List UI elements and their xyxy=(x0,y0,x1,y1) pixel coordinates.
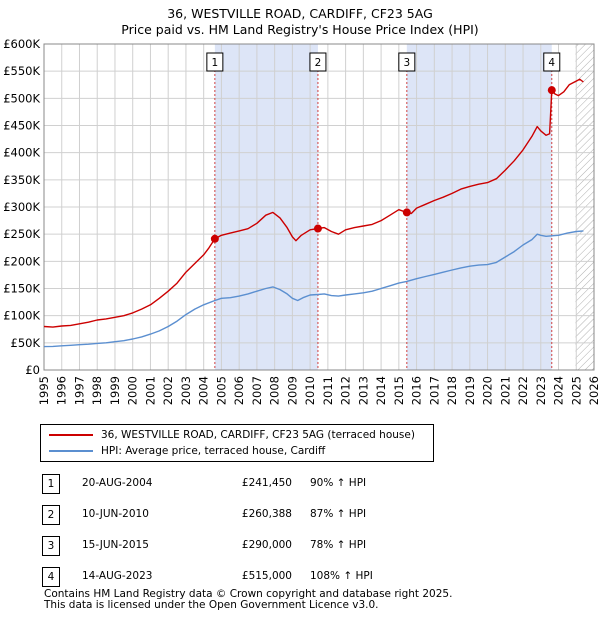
x-tick-label: 1995 xyxy=(37,376,51,405)
x-tick-label: 1996 xyxy=(55,376,69,405)
hpi-line xyxy=(43,230,584,348)
x-tick-label: 2019 xyxy=(463,376,477,405)
x-tick-label: 2005 xyxy=(214,376,228,405)
footer-licence: This data is licensed under the Open Gov… xyxy=(44,599,379,611)
sale-row-1: 1 20-AUG-2004 £241,450 90% ↑ HPI xyxy=(42,474,462,494)
sale-date: 14-AUG-2023 xyxy=(82,570,153,582)
sale-price: £260,388 xyxy=(241,508,292,520)
y-tick-label: £350K xyxy=(3,173,40,187)
x-tick-label: 2002 xyxy=(161,376,175,405)
y-tick-label: £150K xyxy=(3,282,40,296)
legend-label-property: 36, WESTVILLE ROAD, CARDIFF, CF23 5AG (t… xyxy=(101,429,415,441)
y-tick-label: £600K xyxy=(3,37,40,51)
sale-hpi-change: 108% ↑ HPI xyxy=(310,570,373,582)
sale-marker-label: 4 xyxy=(548,57,555,69)
chart-subtitle: Price paid vs. HM Land Registry's House … xyxy=(121,22,479,37)
y-tick-label: £250K xyxy=(3,227,40,241)
x-tick-label: 2020 xyxy=(481,376,495,405)
sale-price: £290,000 xyxy=(241,539,292,551)
sale-marker-label: 3 xyxy=(403,57,410,69)
sale-row-4: 4 14-AUG-2023 £515,000 108% ↑ HPI xyxy=(42,567,462,587)
x-tick-label: 2017 xyxy=(427,376,441,405)
x-tick-label: 1997 xyxy=(72,376,86,405)
sale-date: 15-JUN-2015 xyxy=(82,539,149,551)
x-tick-label: 2013 xyxy=(356,376,370,405)
x-tick-label: 2024 xyxy=(552,376,566,405)
sale-hpi-change: 87% ↑ HPI xyxy=(310,508,367,520)
sale-hpi-change: 78% ↑ HPI xyxy=(310,539,367,551)
sale-marker-box xyxy=(309,52,327,72)
sale-point xyxy=(402,208,411,217)
x-tick-label: 2018 xyxy=(445,376,459,405)
sale-price: £515,000 xyxy=(241,570,292,582)
x-tick-label: 2000 xyxy=(126,376,140,405)
chart-title: 36, WESTVILLE ROAD, CARDIFF, CF23 5AG xyxy=(167,6,433,21)
x-tick-label: 2025 xyxy=(569,376,583,405)
legend-item-property: 36, WESTVILLE ROAD, CARDIFF, CF23 5AG (t… xyxy=(49,427,415,443)
sale-price: £241,450 xyxy=(241,477,292,489)
y-tick-label: £450K xyxy=(3,119,40,133)
x-tick-label: 2021 xyxy=(498,376,512,405)
x-tick-label: 2010 xyxy=(303,376,317,405)
x-tick-label: 1999 xyxy=(108,376,122,405)
x-tick-label: 2016 xyxy=(410,376,424,405)
x-tick-label: 2003 xyxy=(179,376,193,405)
x-tick-label: 2009 xyxy=(285,376,299,405)
y-tick-label: £550K xyxy=(3,64,40,78)
sale-row-2: 2 10-JUN-2010 £260,388 87% ↑ HPI xyxy=(42,505,462,525)
sale-number: 2 xyxy=(42,505,60,525)
sale-hpi-change: 90% ↑ HPI xyxy=(310,477,367,489)
sale-point xyxy=(210,234,219,243)
sale-date: 20-AUG-2004 xyxy=(82,477,153,489)
x-tick-label: 1998 xyxy=(90,376,104,405)
x-tick-label: 2012 xyxy=(339,376,353,405)
footer-attribution: Contains HM Land Registry data © Crown c… xyxy=(44,589,452,611)
legend-item-hpi: HPI: Average price, terraced house, Card… xyxy=(49,443,325,459)
plot-border xyxy=(43,43,595,371)
footer-copyright: Contains HM Land Registry data © Crown c… xyxy=(44,588,453,600)
sale-point xyxy=(547,86,556,95)
y-tick-label: £500K xyxy=(3,91,40,105)
legend-swatch-property xyxy=(49,434,93,436)
y-tick-label: £200K xyxy=(3,254,40,268)
x-tick-label: 2022 xyxy=(516,376,530,405)
x-tick-label: 2004 xyxy=(197,376,211,405)
y-tick-label: £400K xyxy=(3,146,40,160)
legend-label-hpi: HPI: Average price, terraced house, Card… xyxy=(101,445,326,457)
sale-point xyxy=(313,224,322,233)
x-tick-label: 2026 xyxy=(587,376,600,405)
sale-marker-box xyxy=(398,52,416,72)
y-tick-label: £300K xyxy=(3,200,40,214)
y-tick-label: £100K xyxy=(3,309,40,323)
sale-number: 4 xyxy=(42,567,60,587)
sale-number: 3 xyxy=(42,536,60,556)
sale-marker-box xyxy=(543,52,561,72)
sale-row-3: 3 15-JUN-2015 £290,000 78% ↑ HPI xyxy=(42,536,462,556)
x-tick-label: 2023 xyxy=(534,376,548,405)
x-tick-label: 2008 xyxy=(268,376,282,405)
y-tick-label: £0 xyxy=(25,363,40,377)
x-tick-label: 2001 xyxy=(143,376,157,405)
x-tick-label: 2015 xyxy=(392,376,406,405)
sale-marker-box xyxy=(206,52,224,72)
x-tick-label: 2007 xyxy=(250,376,264,405)
y-tick-label: £50K xyxy=(11,336,41,350)
x-tick-label: 2011 xyxy=(321,376,335,405)
chart-legend: 36, WESTVILLE ROAD, CARDIFF, CF23 5AG (t… xyxy=(40,424,434,462)
sale-marker-label: 2 xyxy=(315,57,322,69)
property-price-line xyxy=(43,78,584,328)
legend-swatch-hpi xyxy=(49,450,93,452)
sale-marker-label: 1 xyxy=(212,57,219,69)
sale-date: 10-JUN-2010 xyxy=(82,508,149,520)
x-tick-label: 2006 xyxy=(232,376,246,405)
x-tick-label: 2014 xyxy=(374,376,388,405)
sale-number: 1 xyxy=(42,474,60,494)
price-chart: £0 £50K £100K £150K £200K £250K £300K £350K £400… xyxy=(3,37,600,405)
